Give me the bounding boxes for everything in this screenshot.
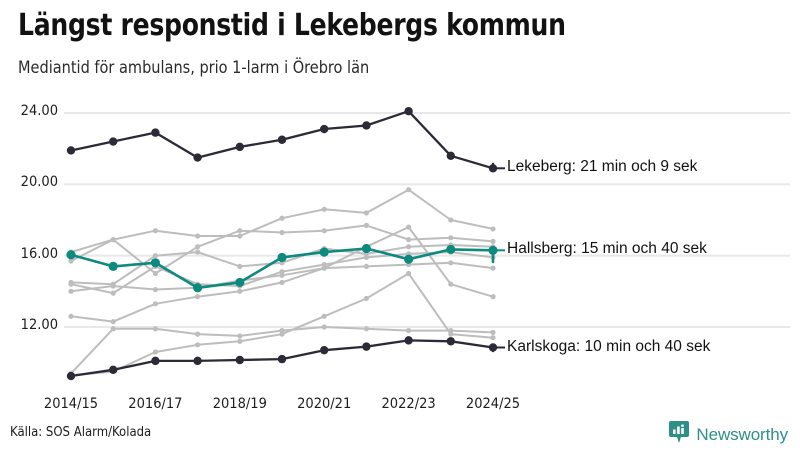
bar-chart-badge-icon — [669, 421, 690, 449]
chart-subtitle: Mediantid för ambulans, prio 1-larm i Ör… — [18, 58, 370, 78]
x-axis-tick: 2022/23 — [381, 396, 436, 412]
page-title: Längst responstid i Lekebergs kommun — [18, 8, 566, 43]
x-axis-tick: 2014/15 — [43, 396, 99, 412]
x-axis-tick: 2020/21 — [297, 396, 352, 412]
y-axis-tick: 16.00 — [20, 245, 58, 262]
y-axis-tick: 20.00 — [20, 174, 58, 191]
series-label-karlskoga: Karlskoga: 10 min och 40 sek — [507, 337, 711, 355]
y-axis-tick: 24.00 — [20, 103, 58, 119]
x-axis-tick: 2024/25 — [465, 396, 521, 412]
x-axis-tick: 2016/17 — [128, 396, 183, 412]
series-label-hallsberg: Hallsberg: 15 min och 40 sek — [507, 240, 707, 258]
y-axis-tick: 12.00 — [20, 317, 58, 333]
source-note: Källa: SOS Alarm/Kolada — [10, 425, 152, 440]
newsworthy-logo: Newsworthy — [669, 421, 788, 449]
series-label-lekeberg: Lekeberg: 21 min och 9 sek — [507, 158, 698, 176]
x-axis-tick: 2018/19 — [212, 396, 267, 412]
brand-name: Newsworthy — [696, 425, 788, 444]
